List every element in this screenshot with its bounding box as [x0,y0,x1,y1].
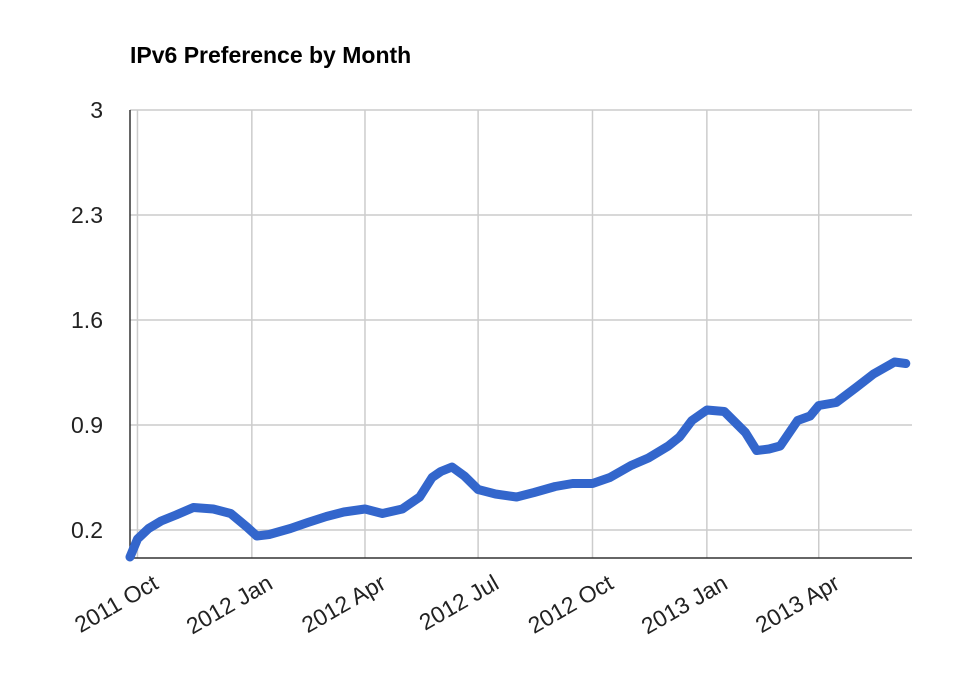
grid-lines [130,109,912,558]
y-tick-label: 3 [90,97,103,123]
x-tick-label: 2012 Jul [415,569,503,635]
axes [129,110,912,559]
y-tick-label: 1.6 [71,307,103,333]
x-tick-label: 2013 Jan [637,569,732,639]
y-tick-label: 0.9 [71,412,103,438]
x-tick-label: 2012 Oct [524,569,618,638]
chart-title: IPv6 Preference by Month [130,42,411,68]
x-tick-label: 2012 Apr [297,569,390,638]
y-axis-tick-labels: 0.2 0.9 1.6 2.3 3 [71,97,103,543]
y-tick-label: 2.3 [71,202,103,228]
x-tick-label: 2011 Oct [70,569,163,638]
series-group [125,357,911,562]
x-tick-label: 2013 Apr [751,569,844,638]
series-line [125,357,911,562]
y-tick-label: 0.2 [71,517,103,543]
x-axis-tick-labels: 2011 Oct 2012 Jan 2012 Apr 2012 Jul 2012 Oct… [70,569,844,639]
x-tick-label: 2012 Jan [182,569,277,639]
